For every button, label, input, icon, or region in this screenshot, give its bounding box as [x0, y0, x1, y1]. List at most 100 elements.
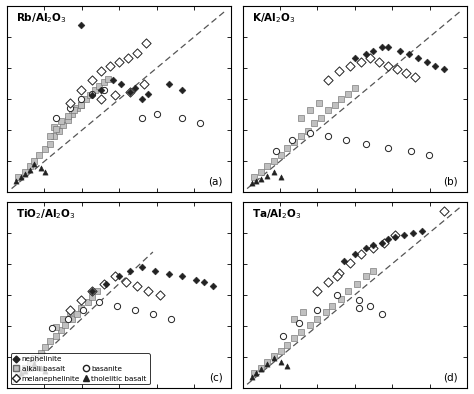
Point — [21, 364, 29, 371]
Point — [378, 44, 385, 50]
Point — [104, 76, 112, 82]
Point — [57, 118, 65, 125]
Point — [53, 115, 60, 121]
Point — [167, 316, 174, 322]
Point — [392, 234, 399, 240]
Point — [37, 165, 45, 171]
Point — [328, 303, 336, 309]
Point — [252, 178, 260, 184]
Point — [356, 297, 363, 304]
Point — [64, 113, 72, 119]
Point — [384, 145, 392, 151]
Point — [145, 90, 152, 97]
Point — [118, 81, 125, 87]
Point — [257, 169, 264, 175]
Point — [26, 163, 33, 169]
Point — [351, 55, 358, 61]
Point — [50, 133, 58, 139]
Point — [68, 111, 76, 117]
Point — [138, 115, 146, 121]
Point — [407, 148, 415, 154]
Point — [369, 242, 376, 248]
Point — [111, 92, 118, 98]
Point — [30, 158, 38, 164]
Point — [100, 281, 107, 287]
Point — [362, 51, 370, 58]
Point — [392, 232, 399, 238]
Point — [324, 279, 332, 285]
Point — [337, 96, 345, 102]
Point — [100, 79, 107, 85]
Point — [73, 105, 81, 112]
Point — [335, 68, 343, 74]
Point — [277, 174, 284, 180]
Point — [109, 77, 116, 84]
Point — [351, 85, 358, 91]
Point — [306, 130, 314, 136]
Point — [369, 48, 376, 54]
Point — [432, 62, 439, 69]
Point — [37, 349, 45, 356]
Point — [77, 297, 85, 304]
Point — [297, 329, 305, 335]
Point — [358, 251, 365, 257]
Point — [26, 167, 33, 173]
Point — [297, 133, 305, 139]
Point — [324, 77, 332, 84]
Point — [409, 230, 417, 236]
Point — [122, 279, 130, 285]
Point — [102, 281, 109, 287]
Point — [154, 111, 161, 117]
Point — [277, 152, 284, 158]
Point — [41, 344, 49, 350]
Point — [273, 148, 280, 154]
Point — [151, 268, 159, 274]
Point — [315, 100, 323, 106]
Point — [15, 174, 22, 180]
Point — [257, 176, 264, 182]
Point — [59, 316, 67, 322]
Point — [26, 361, 33, 367]
Point — [113, 303, 121, 309]
Point — [15, 370, 22, 376]
Point — [178, 115, 186, 121]
Point — [264, 361, 271, 367]
Point — [356, 305, 363, 311]
Point — [346, 260, 354, 266]
Point — [71, 107, 78, 113]
Point — [41, 169, 49, 175]
Point — [116, 273, 123, 279]
Point — [127, 89, 134, 95]
Point — [86, 92, 94, 98]
Point — [337, 296, 345, 302]
Point — [131, 85, 139, 91]
Text: (c): (c) — [209, 372, 222, 383]
Point — [84, 299, 91, 305]
Point — [12, 374, 20, 380]
Point — [62, 322, 69, 328]
Point — [362, 141, 370, 147]
Point — [291, 316, 298, 322]
Point — [317, 115, 325, 121]
Point — [77, 102, 85, 108]
Point — [401, 232, 408, 238]
Point — [64, 117, 72, 123]
Point — [248, 180, 255, 186]
Point — [82, 96, 90, 102]
Point — [248, 374, 255, 380]
Point — [425, 152, 433, 158]
Point — [77, 102, 85, 108]
Point — [384, 62, 392, 69]
Point — [30, 355, 38, 361]
Point — [89, 90, 96, 97]
Point — [111, 273, 118, 279]
Point — [131, 307, 139, 313]
Point — [313, 288, 320, 294]
Point — [418, 229, 426, 235]
Point — [48, 325, 56, 332]
Point — [12, 178, 20, 184]
Point — [264, 173, 271, 179]
Point — [149, 310, 157, 317]
Point — [66, 309, 73, 315]
Point — [77, 87, 85, 93]
